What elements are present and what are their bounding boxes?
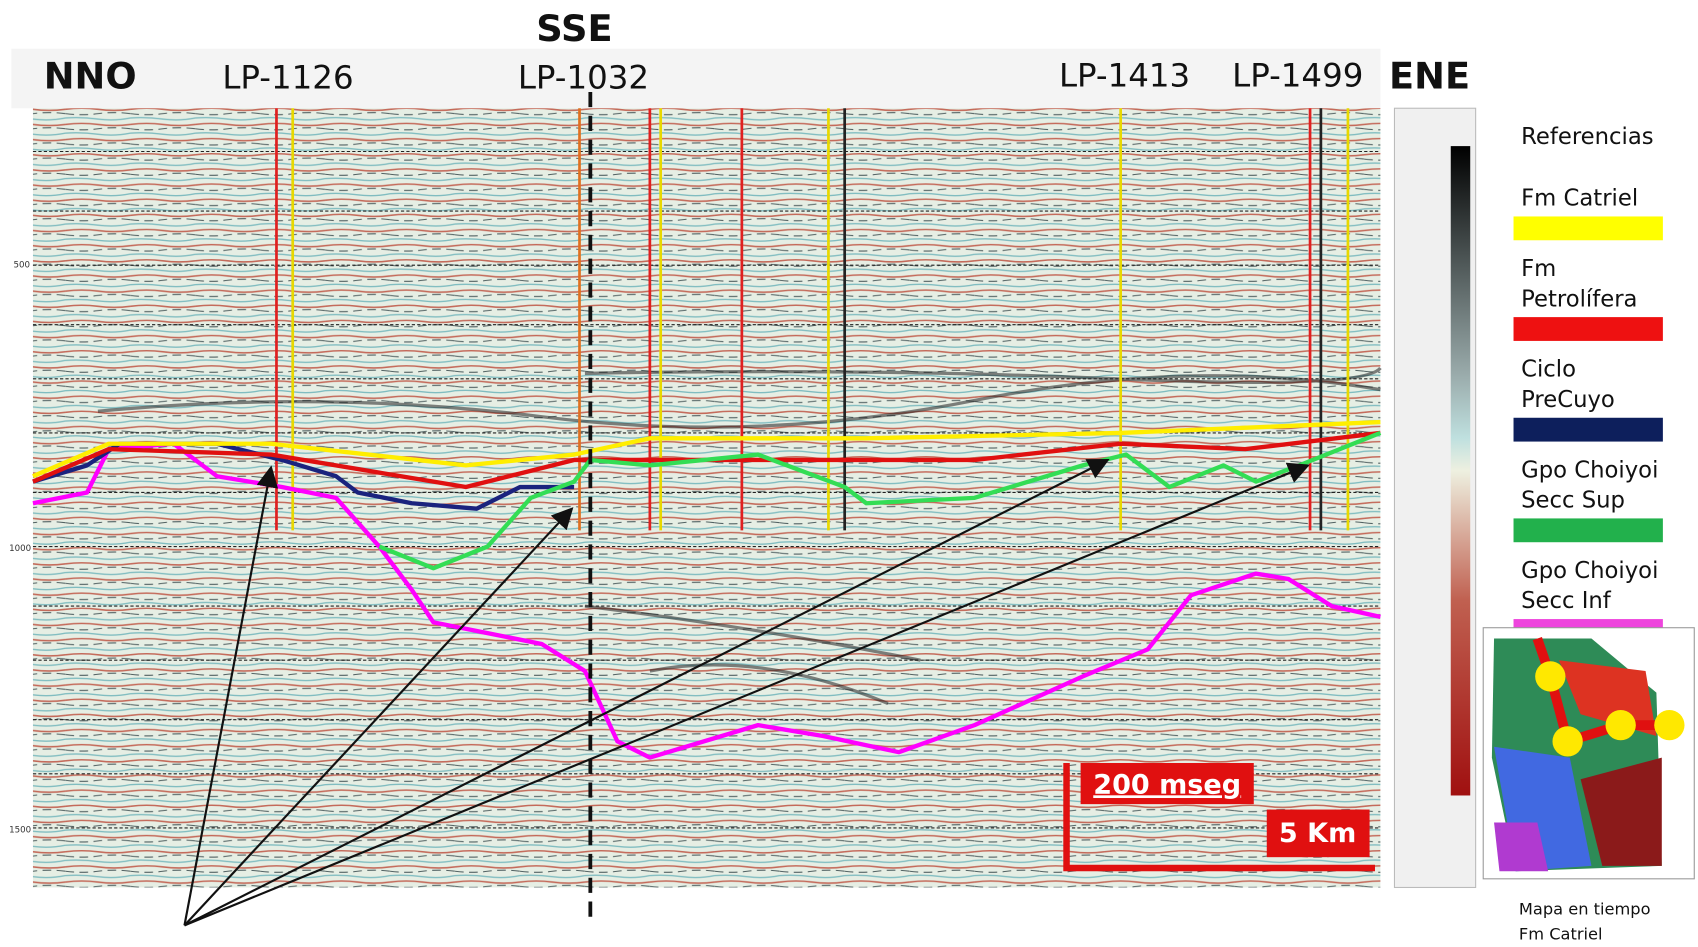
- horizons: [32, 419, 1382, 760]
- well-label: LP-1413: [1059, 57, 1190, 95]
- legend-swatch: [1513, 417, 1663, 442]
- scale-bar: 200 mseg 5 Km: [1063, 763, 1375, 872]
- legend-label: Ciclo: [1521, 357, 1576, 383]
- map-caption: Mapa en tiempo: [1519, 900, 1651, 919]
- colorbar: [1450, 146, 1471, 796]
- header-strip: [11, 48, 1381, 109]
- direction-label: ENE: [1389, 55, 1470, 98]
- legend-swatch: [1513, 518, 1663, 543]
- well-label: LP-1126: [222, 59, 353, 97]
- map-inset: Mapa en tiempo Fm Catriel: [1482, 627, 1695, 943]
- reflectors: [97, 366, 1382, 705]
- seismic-section: [32, 108, 1381, 888]
- axis-label: 1000: [9, 544, 31, 554]
- legend-swatch: [1513, 216, 1663, 241]
- legend-title: Referencias: [1521, 124, 1653, 150]
- well-label: LP-1032: [518, 59, 649, 97]
- direction-label: SSE: [536, 7, 612, 50]
- well-label: LP-1499: [1232, 57, 1363, 95]
- axis-label: 500: [13, 260, 30, 270]
- legend-label: Secc Sup: [1521, 488, 1625, 514]
- scale-label: 200 mseg: [1093, 769, 1241, 800]
- legend-label: PreCuyo: [1521, 387, 1615, 413]
- arrows: [183, 458, 1310, 927]
- scale-label: 5 Km: [1279, 818, 1356, 849]
- legend-label: Gpo Choiyoi: [1521, 457, 1658, 483]
- map-caption: Fm Catriel: [1519, 924, 1603, 943]
- legend-swatch: [1513, 317, 1663, 341]
- legend-label: Gpo Choiyoi: [1521, 558, 1658, 584]
- axis-label: 1500: [9, 825, 31, 835]
- legend-label: Secc Inf: [1521, 588, 1612, 614]
- legend-label: Fm Catriel: [1521, 186, 1638, 212]
- legend-label: Fm: [1521, 256, 1556, 282]
- direction-label: NNO: [44, 55, 137, 98]
- legend: Referencias Fm Catriel Fm Petrolífera Ciclo…: [1513, 124, 1663, 643]
- legend-label: Petrolífera: [1521, 286, 1637, 312]
